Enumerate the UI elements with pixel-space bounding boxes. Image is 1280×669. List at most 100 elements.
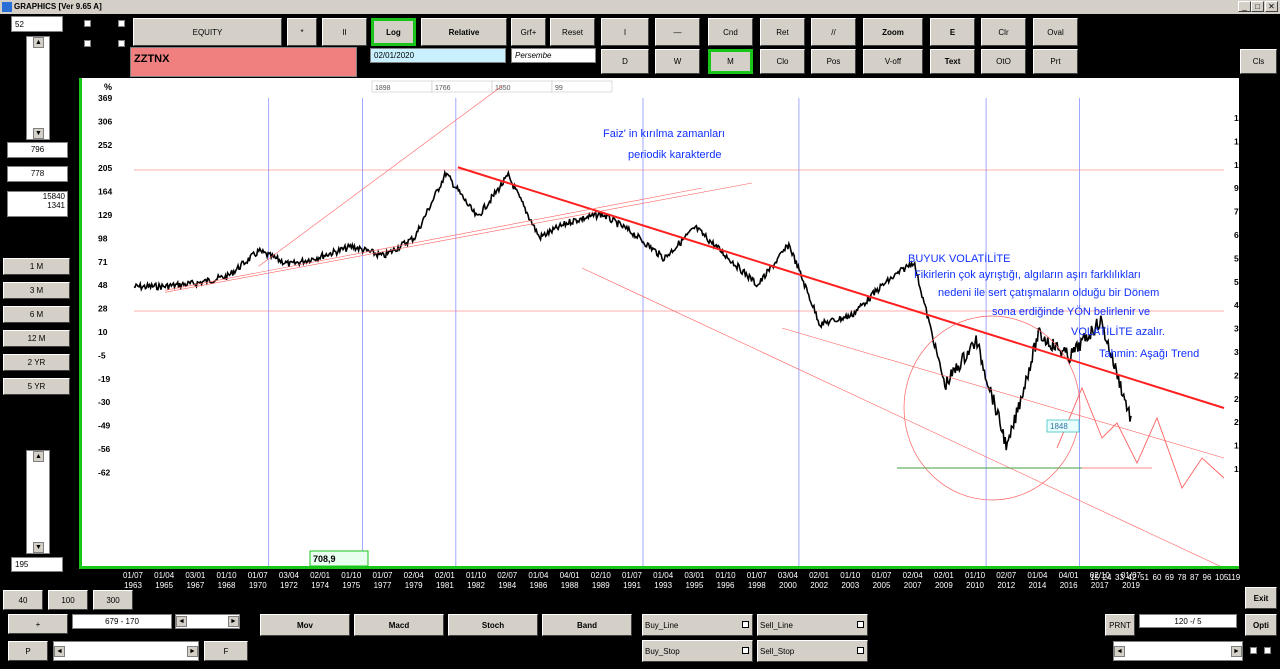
zoom-100-button[interactable]: 100: [48, 590, 88, 610]
scroll-left-icon[interactable]: ◄: [54, 646, 65, 657]
x-tick-label: 01/04 2014: [1024, 571, 1050, 591]
left-checkbox[interactable]: [84, 40, 91, 47]
scroll-up-icon[interactable]: ▲: [33, 451, 44, 462]
relative-button[interactable]: Relative: [421, 18, 507, 46]
scroll-up-icon[interactable]: ▲: [33, 37, 44, 48]
sell-stop-toggle[interactable]: Sell_Stop: [757, 640, 868, 662]
period-5yr-button[interactable]: 5 YR: [3, 378, 70, 395]
fan-line: [258, 85, 503, 267]
period-2yr-button[interactable]: 2 YR: [3, 354, 70, 371]
x-tick-label: 01/04 1993: [650, 571, 676, 591]
x-tick-top: 01/04: [154, 571, 175, 580]
plus-button[interactable]: +: [8, 614, 68, 634]
dash-button[interactable]: —: [655, 18, 700, 46]
horizontal-scrollbar-right[interactable]: ◄ ►: [1113, 641, 1243, 661]
line-i-button[interactable]: I: [601, 18, 649, 46]
sell-line-toggle[interactable]: Sell_Line: [757, 614, 868, 636]
exit-button[interactable]: Exit: [1245, 587, 1277, 609]
top-checkbox-1[interactable]: [84, 20, 91, 27]
buy-stop-toggle[interactable]: Buy_Stop: [642, 640, 753, 662]
p-button[interactable]: P: [8, 641, 48, 661]
zoom-40-button[interactable]: 40: [3, 590, 43, 610]
x-tick-label: 03/01 1967: [182, 571, 208, 591]
buy-stop-checkbox[interactable]: [742, 647, 749, 654]
scroll-right-icon[interactable]: ►: [228, 616, 239, 627]
chart-area[interactable]: % 369 306 252 205 164 129 98 71 48 28 10 -5 -19 -30 -49…: [79, 78, 1239, 569]
value-1341: 1341: [47, 201, 65, 210]
grf-plus-button[interactable]: Grf+: [511, 18, 546, 46]
scroll-down-icon[interactable]: ▼: [33, 128, 44, 139]
maximize-icon[interactable]: □: [1251, 1, 1264, 12]
oval-button[interactable]: Oval: [1033, 18, 1078, 46]
prnt-button[interactable]: PRNT: [1105, 614, 1135, 636]
annotation-line4: VOLATİLİTE azalır.: [1071, 326, 1165, 338]
oto-button[interactable]: OtO: [981, 49, 1026, 74]
parallel-button[interactable]: //: [811, 18, 856, 46]
x-tick-label: 02/07 1984: [494, 571, 520, 591]
zoom-button[interactable]: Zoom: [863, 18, 923, 46]
w-button[interactable]: W: [655, 49, 700, 74]
mov-button[interactable]: Mov: [260, 614, 350, 636]
period-12m-button[interactable]: 12 M: [3, 330, 70, 347]
opti-button[interactable]: Opti: [1245, 614, 1277, 636]
date-field[interactable]: 02/01/2020: [370, 48, 506, 63]
close-icon[interactable]: ✕: [1265, 1, 1278, 12]
x-tick-year: 2009: [934, 581, 953, 590]
text-button[interactable]: Text: [930, 49, 975, 74]
period-6m-button[interactable]: 6 M: [3, 306, 70, 323]
macd-button[interactable]: Macd: [354, 614, 444, 636]
star-button[interactable]: *: [287, 18, 317, 46]
prt-button[interactable]: Prt: [1033, 49, 1078, 74]
scroll-left-icon[interactable]: ◄: [176, 616, 187, 627]
price-series-line: [133, 169, 1132, 451]
v-off-button[interactable]: V-off: [863, 49, 923, 74]
log-button[interactable]: Log: [371, 18, 416, 46]
left-axis-tick: -56: [98, 444, 111, 454]
zoom-300-button[interactable]: 300: [93, 590, 133, 610]
sell-stop-checkbox[interactable]: [857, 647, 864, 654]
scroll-right-icon[interactable]: ►: [1231, 646, 1242, 657]
forecast-path: [1056, 386, 1225, 489]
horizontal-scrollbar-small[interactable]: ◄ ►: [175, 614, 240, 629]
e-button[interactable]: E: [930, 18, 975, 46]
period-1m-button[interactable]: 1 M: [3, 258, 70, 275]
annotation-faiz-line1: Faiz' in kırılma zamanları: [603, 128, 725, 140]
scroll-down-icon[interactable]: ▼: [33, 542, 44, 553]
range-field[interactable]: 679 - 170: [72, 614, 172, 629]
scroll-right-icon[interactable]: ►: [187, 646, 198, 657]
vertical-scrollbar-top[interactable]: ▲ ▼: [26, 36, 50, 140]
buy-line-checkbox[interactable]: [742, 621, 749, 628]
left-axis-tick: 129: [98, 210, 112, 220]
clr-button[interactable]: Clr: [981, 18, 1026, 46]
vertical-scrollbar-bottom[interactable]: ▲ ▼: [26, 450, 50, 554]
clo-button[interactable]: Clo: [760, 49, 805, 74]
pos-button[interactable]: Pos: [811, 49, 856, 74]
x-tick-label: 01/07 1998: [744, 571, 770, 591]
left-checkbox-2[interactable]: [118, 40, 125, 47]
scroll-left-icon[interactable]: ◄: [1114, 646, 1125, 657]
range-field-right[interactable]: 120 -/ 5: [1139, 614, 1237, 628]
reset-button[interactable]: Reset: [550, 18, 595, 46]
ii-button[interactable]: II: [322, 18, 367, 46]
band-button[interactable]: Band: [542, 614, 632, 636]
horizontal-scrollbar-p[interactable]: ◄ ►: [53, 641, 199, 661]
equity-button[interactable]: EQUITY: [133, 18, 282, 46]
d-button[interactable]: D: [601, 49, 649, 74]
sell-line-checkbox[interactable]: [857, 621, 864, 628]
bottom-right-checkbox-2[interactable]: [1264, 647, 1271, 654]
cls-button[interactable]: Cls: [1240, 49, 1277, 74]
minimize-icon[interactable]: _: [1238, 1, 1251, 12]
top-value-field[interactable]: 52: [11, 16, 63, 32]
x-tick-label: 04/01 1988: [557, 571, 583, 591]
bottom-value-field[interactable]: 195: [11, 557, 63, 572]
price-box-value: 708,9: [313, 554, 336, 564]
buy-line-toggle[interactable]: Buy_Line: [642, 614, 753, 636]
bottom-right-checkbox-1[interactable]: [1250, 647, 1257, 654]
f-button[interactable]: F: [204, 641, 248, 661]
ret-button[interactable]: Ret: [760, 18, 805, 46]
m-button[interactable]: M: [708, 49, 753, 74]
period-3m-button[interactable]: 3 M: [3, 282, 70, 299]
top-checkbox-2[interactable]: [118, 20, 125, 27]
stoch-button[interactable]: Stoch: [448, 614, 538, 636]
cnd-button[interactable]: Cnd: [708, 18, 753, 46]
